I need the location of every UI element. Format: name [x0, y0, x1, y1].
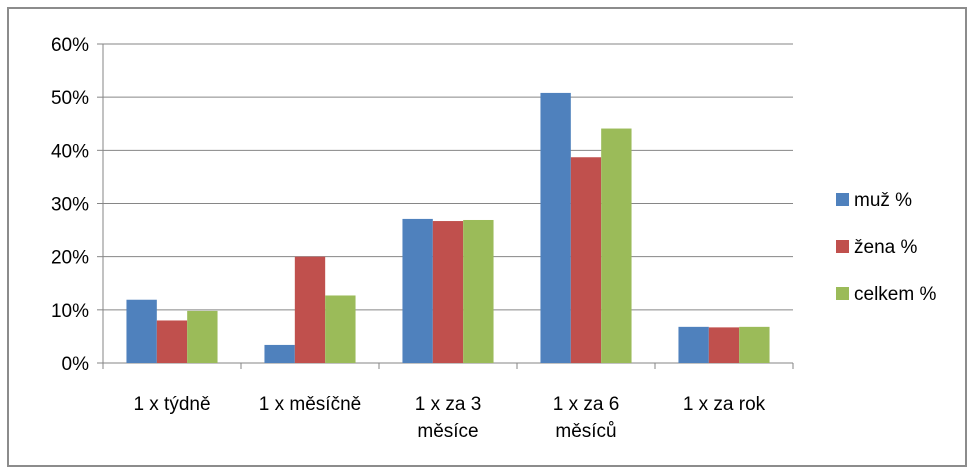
- x-category-label: 1 x za 3 měsíce: [415, 394, 482, 442]
- bar: [739, 326, 770, 363]
- bar: [708, 327, 740, 363]
- y-axis-tick-labels: 0% 10% 20% 30% 40% 50% 60%: [51, 35, 89, 375]
- bar: [126, 299, 157, 363]
- legend-label: celkem %: [854, 284, 936, 305]
- y-tick-label: 20%: [51, 248, 89, 269]
- x-category-label: 1 x měsíčně: [259, 394, 361, 415]
- bar: [678, 326, 709, 363]
- y-tick-label: 60%: [51, 35, 89, 56]
- legend: muž % žena % celkem %: [836, 190, 936, 305]
- bar: [432, 221, 464, 363]
- bar: [156, 320, 188, 363]
- x-category-label: 1 x za rok: [683, 394, 766, 415]
- y-tick-label: 50%: [51, 88, 89, 109]
- legend-swatch: [836, 287, 849, 300]
- legend-swatch: [836, 193, 849, 206]
- x-category-label: 1 x za 6 měsíců: [553, 394, 620, 442]
- gridlines: [103, 43, 793, 311]
- bar: [570, 157, 602, 363]
- bars: [126, 92, 770, 363]
- legend-label: muž %: [854, 190, 912, 211]
- x-category-label: 1 x týdně: [133, 394, 210, 415]
- x-axis-category-labels: 1 x týdně 1 x měsíčně 1 x za 3 měsíce 1 x za…: [133, 394, 765, 442]
- bar: [540, 92, 571, 363]
- bar: [463, 219, 494, 363]
- bar: [294, 256, 326, 363]
- bar: [187, 310, 218, 363]
- y-tick-label: 10%: [51, 301, 89, 322]
- y-tick-label: 30%: [51, 195, 89, 216]
- bar: [402, 218, 433, 363]
- bar: [325, 295, 356, 363]
- legend-swatch: [836, 240, 849, 253]
- y-tick-label: 40%: [51, 141, 89, 162]
- bar: [264, 344, 295, 363]
- legend-label: žena %: [854, 237, 917, 258]
- y-tick-label: 0%: [62, 354, 90, 375]
- bar: [601, 128, 632, 363]
